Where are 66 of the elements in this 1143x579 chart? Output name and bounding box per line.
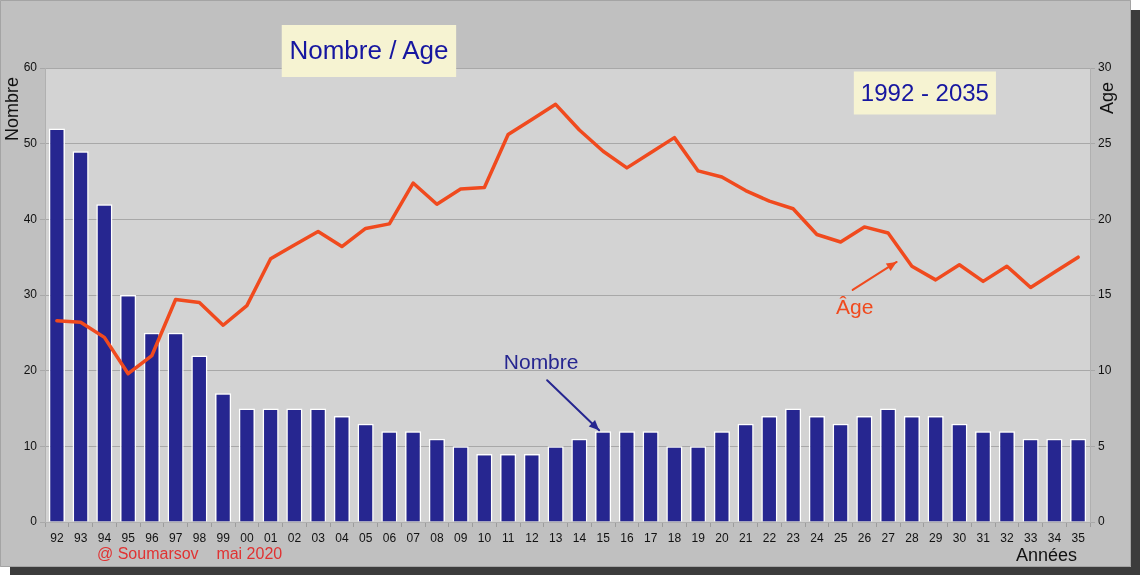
y2-tick-label: 5: [1098, 438, 1105, 453]
x-tick-label: 23: [786, 530, 801, 545]
x-tick-label: 02: [287, 530, 302, 545]
x-tick-label: 16: [620, 530, 634, 545]
y-tick-label: 30: [23, 287, 38, 302]
y-axis-title: Nombre: [1, 77, 22, 142]
x-tick-label: 34: [1047, 530, 1062, 545]
chart-title: Nombre / Age: [289, 35, 449, 66]
x-tick-label: 93: [73, 530, 88, 545]
x-tick-label: 25: [833, 530, 848, 545]
x-tick-label: 03: [311, 530, 326, 545]
y2-tick-label: 15: [1098, 287, 1112, 302]
x-tick-label: 96: [145, 530, 159, 545]
x-tick-label: 09: [453, 530, 468, 545]
x-tick-label: 10: [477, 530, 492, 545]
x-tick-label: 99: [216, 530, 231, 545]
y2-tick-label: 0: [1098, 514, 1105, 529]
x-tick-label: 01: [263, 530, 278, 545]
y2-tick-label: 20: [1098, 211, 1112, 226]
x-tick-label: 30: [952, 530, 967, 545]
x-tick-label: 04: [335, 530, 349, 545]
x-tick-label: 17: [643, 530, 658, 545]
text: Nombre: [503, 350, 579, 373]
x-tick-label: 11: [501, 530, 515, 545]
x-tick-label: 26: [857, 530, 872, 545]
x-tick-label: 21: [738, 530, 753, 545]
x-tick-label: 20: [715, 530, 729, 545]
x-tick-label: 08: [430, 530, 444, 545]
x-tick-label: 13: [548, 530, 563, 545]
x-tick-label: 05: [358, 530, 373, 545]
x-tick-label: 15: [596, 530, 611, 545]
x-tick-label: 28: [905, 530, 919, 545]
x-tick-label: 31: [976, 530, 991, 545]
y2-tick-label: 10: [1098, 362, 1112, 377]
y-tick-label: 40: [23, 211, 38, 226]
text: @ Soumarsov mai 2020: [97, 545, 283, 562]
y2-axis-title: Age: [1096, 82, 1117, 115]
x-axis-title: Années: [1015, 545, 1077, 565]
legend-label: Âge: [835, 294, 874, 318]
x-tick-label: 14: [572, 530, 587, 545]
x-tick-label: 19: [691, 530, 706, 545]
x-tick-label: 27: [881, 530, 896, 545]
y-tick-label: 50: [23, 135, 38, 150]
x-tick-label: 12: [525, 530, 539, 545]
x-tick-label: 22: [762, 530, 777, 545]
x-tick-label: 07: [406, 530, 421, 545]
x-tick-label: 00: [240, 530, 254, 545]
x-tick-label: 35: [1071, 530, 1086, 545]
y-tick-label: 20: [23, 362, 38, 377]
y2-tick-label: 30: [1098, 60, 1112, 75]
x-tick-label: 98: [192, 530, 207, 545]
x-tick-label: 95: [121, 530, 136, 545]
x-tick-label: 18: [667, 530, 682, 545]
x-tick-label: 92: [50, 530, 64, 545]
y-tick-label: 10: [23, 438, 38, 453]
chart-subtitle: 1992 - 2035: [860, 78, 989, 106]
x-tick-label: 32: [1000, 530, 1014, 545]
y-tick-label: 0: [30, 514, 38, 529]
y2-tick-label: 25: [1098, 135, 1112, 150]
x-tick-label: 29: [928, 530, 943, 545]
x-tick-label: 24: [810, 530, 824, 545]
x-tick-label: 97: [168, 530, 183, 545]
x-tick-label: 94: [97, 530, 112, 545]
x-tick-label: 06: [382, 530, 397, 545]
x-tick-label: 33: [1023, 530, 1038, 545]
y-tick-label: 60: [23, 60, 38, 75]
